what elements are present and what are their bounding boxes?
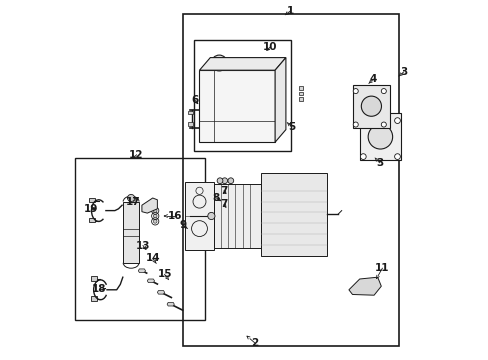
Circle shape	[153, 214, 157, 218]
Bar	[298, 92, 302, 95]
Text: 9: 9	[179, 220, 186, 230]
Bar	[187, 111, 193, 114]
Text: 19: 19	[84, 204, 99, 214]
Circle shape	[214, 58, 224, 68]
Circle shape	[153, 209, 157, 212]
Circle shape	[394, 154, 400, 159]
Text: 13: 13	[136, 240, 150, 251]
Circle shape	[360, 118, 366, 123]
Text: 2: 2	[250, 338, 258, 348]
Circle shape	[381, 89, 386, 94]
Bar	[352, 85, 389, 128]
Polygon shape	[157, 291, 164, 294]
Text: 16: 16	[168, 211, 182, 221]
Bar	[75, 158, 204, 320]
Text: 17: 17	[126, 197, 141, 207]
Bar	[183, 14, 399, 346]
Circle shape	[394, 118, 400, 123]
Text: 7: 7	[220, 186, 227, 196]
Circle shape	[367, 125, 392, 149]
Bar	[185, 182, 213, 250]
Text: 3: 3	[375, 158, 382, 168]
Bar	[298, 97, 302, 101]
Circle shape	[127, 194, 134, 202]
Bar	[213, 184, 260, 248]
Bar	[298, 86, 302, 90]
Text: 12: 12	[129, 150, 143, 160]
Polygon shape	[275, 58, 285, 142]
Text: 6: 6	[191, 95, 198, 105]
Text: 11: 11	[374, 263, 389, 273]
Text: 8: 8	[212, 193, 220, 203]
Circle shape	[352, 89, 358, 94]
Polygon shape	[138, 269, 145, 273]
Circle shape	[227, 178, 233, 184]
Circle shape	[361, 96, 381, 116]
Bar	[260, 173, 326, 256]
Text: 15: 15	[157, 269, 171, 279]
Circle shape	[381, 122, 386, 127]
Polygon shape	[167, 302, 174, 306]
Circle shape	[360, 154, 366, 159]
Text: 10: 10	[263, 42, 277, 52]
Polygon shape	[348, 277, 381, 295]
Bar	[91, 276, 97, 281]
Bar	[359, 113, 400, 160]
Polygon shape	[199, 58, 285, 70]
Text: 5: 5	[288, 122, 295, 132]
Bar	[194, 40, 291, 151]
Bar	[187, 122, 193, 126]
Text: 3: 3	[399, 67, 407, 77]
Polygon shape	[142, 198, 157, 213]
Text: 7: 7	[220, 199, 227, 210]
Polygon shape	[147, 279, 154, 283]
Text: 18: 18	[91, 284, 106, 294]
Text: 1: 1	[286, 6, 294, 16]
Text: 14: 14	[145, 253, 160, 264]
Bar	[199, 70, 275, 142]
Bar	[89, 198, 95, 202]
Circle shape	[207, 212, 215, 220]
Circle shape	[222, 178, 227, 184]
Text: 4: 4	[369, 74, 376, 84]
Bar	[123, 202, 139, 263]
Bar	[91, 296, 97, 301]
Circle shape	[352, 122, 358, 127]
Circle shape	[153, 220, 157, 223]
Circle shape	[211, 55, 227, 71]
Circle shape	[217, 178, 223, 184]
Bar	[89, 218, 95, 222]
